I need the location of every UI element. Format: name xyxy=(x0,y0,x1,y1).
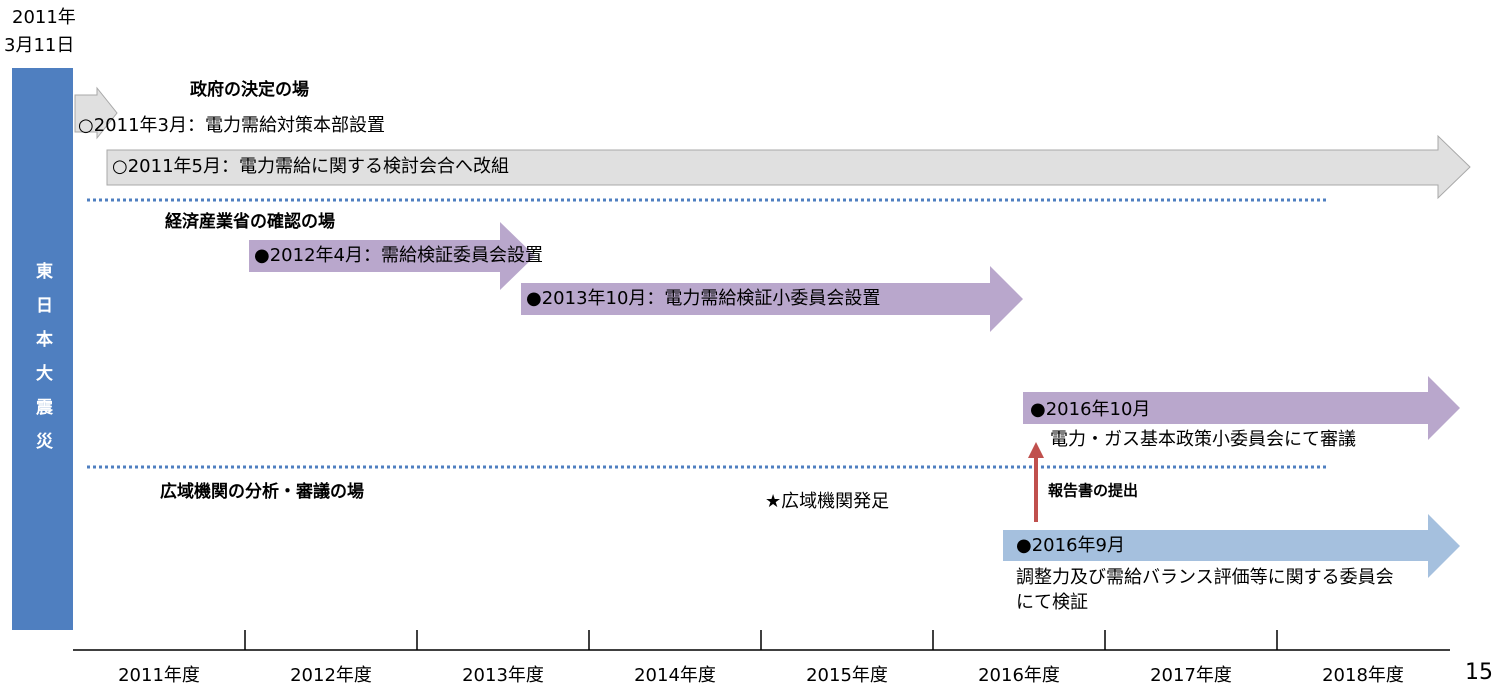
event-text: 電力・ガス基本政策小委員会にて審議 xyxy=(1050,429,1356,450)
section-title: 広域機関の分析・審議の場 xyxy=(160,481,364,502)
axis: 2011年度 2012年度 2013年度 2014年度 2015年度 2016年度 2017… xyxy=(73,630,1450,686)
report-label: 報告書の提出 xyxy=(1048,482,1138,500)
event-text: ●2016年10月 xyxy=(1030,399,1150,420)
event-text: ●2016年9月 xyxy=(1016,535,1125,556)
year-label: 2015年度 xyxy=(806,665,888,686)
year-label: 2014年度 xyxy=(634,665,716,686)
section-title: 政府の決定の場 xyxy=(190,79,309,100)
arrow xyxy=(1003,514,1460,578)
date-line: 2011年 xyxy=(12,7,76,28)
section-title: 経済産業省の確認の場 xyxy=(165,211,335,232)
arrow xyxy=(1023,376,1460,440)
date-line: 3月11日 xyxy=(4,35,74,56)
year-label: 2016年度 xyxy=(978,665,1060,686)
year-label: 2018年度 xyxy=(1322,665,1404,686)
side-label: 東日本大震災 xyxy=(32,262,52,466)
event-text: 調整力及び需給バランス評価等に関する委員会 xyxy=(1016,567,1394,588)
page-number: 15 xyxy=(1465,660,1493,685)
arrow xyxy=(521,266,1023,332)
event-text: ●2013年10月：電力需給検証小委員会設置 xyxy=(526,288,880,309)
year-label: 2011年度 xyxy=(118,665,200,686)
arrow xyxy=(249,222,535,290)
event-text: ○2011年5月：電力需給に関する検討会合へ改組 xyxy=(112,156,509,177)
event-text: ★広域機関発足 xyxy=(765,491,889,512)
arrow xyxy=(74,86,118,140)
report-arrowhead xyxy=(1028,442,1044,458)
event-text: ○2011年3月：電力需給対策本部設置 xyxy=(78,115,385,136)
year-label: 2013年度 xyxy=(462,665,544,686)
event-text: にて検証 xyxy=(1016,592,1088,613)
year-label: 2017年度 xyxy=(1150,665,1232,686)
arrow xyxy=(106,134,1471,200)
earthquake-bar xyxy=(12,68,73,630)
year-label: 2012年度 xyxy=(290,665,372,686)
event-text: ●2012年4月：需給検証委員会設置 xyxy=(254,245,543,266)
